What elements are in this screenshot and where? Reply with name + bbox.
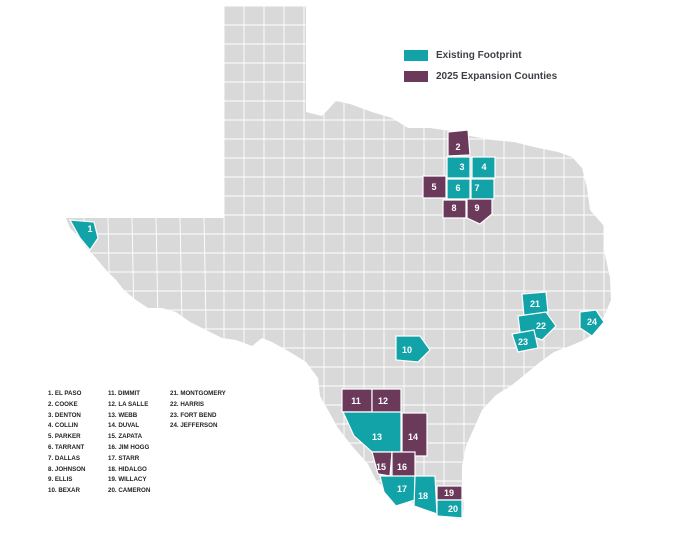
- county-list-item: 20. CAMERON: [108, 487, 151, 495]
- county-list-item: 17. STARR: [108, 454, 140, 462]
- county-14: [401, 412, 428, 457]
- legend-swatch-expansion: [404, 70, 428, 82]
- county-number-label: 4: [481, 162, 486, 172]
- county-21: [521, 291, 549, 317]
- county-number-label: 24: [587, 317, 597, 327]
- county-list-item: 10. BEXAR: [48, 487, 80, 495]
- county-number-label: 1: [87, 224, 92, 234]
- legend-item-expansion: 2025 Expansion Counties: [404, 67, 557, 85]
- county-list-column-3: 21. MONTGOMERY 22. HARRIS 23. FORT BEND …: [170, 389, 226, 432]
- county-number-label: 9: [474, 203, 479, 213]
- county-number-label: 7: [474, 183, 479, 193]
- county-list-item: 18. HIDALGO: [108, 465, 147, 473]
- county-number-label: 5: [431, 182, 436, 192]
- county-24: [579, 309, 605, 337]
- county-number-label: 11: [351, 396, 361, 406]
- county-number-label: 21: [530, 299, 540, 309]
- county-number-label: 23: [518, 337, 528, 347]
- county-number-label: 12: [378, 396, 388, 406]
- county-7: [470, 178, 495, 200]
- county-23: [511, 329, 539, 353]
- county-list-item: 21. MONTGOMERY: [170, 390, 226, 397]
- county-list-item: 7. DALLAS: [48, 454, 80, 462]
- county-list-item: 24. JEFFERSON: [170, 422, 218, 430]
- county-list-item: 9. ELLIS: [48, 476, 73, 484]
- county-list-item: 16. JIM HOGG: [108, 443, 150, 451]
- texas-state-outline: [66, 6, 611, 520]
- county-list-item: 14. DUVAL: [108, 422, 140, 430]
- legend: Existing Footprint 2025 Expansion Counti…: [404, 46, 557, 88]
- county-list-item: 2. COOKE: [48, 400, 78, 408]
- county-list-item: 8. JOHNSON: [48, 465, 86, 473]
- county-list-item: 4. COLLIN: [48, 422, 78, 430]
- county-list-column-2: 11. DIMMIT 12. LA SALLE 13. WEBB 14. DUV…: [108, 389, 150, 497]
- county-list-item: 3. DENTON: [48, 411, 81, 419]
- county-10: [395, 335, 431, 363]
- county-list-item: 12. LA SALLE: [108, 400, 149, 408]
- county-number-label: 20: [448, 504, 458, 514]
- county-list-item: 1. EL PASO: [48, 390, 82, 397]
- county-number-label: 15: [376, 462, 386, 472]
- county-number-label: 10: [402, 345, 412, 355]
- county-number-label: 13: [372, 432, 382, 442]
- county-list-item: 5. PARKER: [48, 433, 81, 441]
- county-number-label: 14: [408, 432, 418, 442]
- county-9: [466, 198, 493, 225]
- county-number-label: 6: [455, 183, 460, 193]
- county-20: [436, 499, 463, 519]
- county-list-item: 23. FORT BEND: [170, 411, 217, 419]
- county-1: [68, 219, 99, 252]
- county-17: [379, 475, 416, 507]
- county-8: [442, 199, 467, 219]
- county-number-label: 16: [397, 462, 407, 472]
- county-number-label: 18: [418, 491, 428, 501]
- county-2: [447, 129, 471, 157]
- county-list-item: 6. TARRANT: [48, 443, 85, 451]
- county-number-label: 17: [397, 484, 407, 494]
- county-list-item: 15. ZAPATA: [108, 433, 143, 441]
- county-3: [446, 156, 471, 179]
- county-list-item: 13. WEBB: [108, 411, 138, 419]
- county-5: [422, 175, 447, 199]
- county-number-label: 2: [455, 142, 460, 152]
- legend-swatch-existing: [404, 49, 428, 61]
- legend-item-existing: Existing Footprint: [404, 46, 557, 64]
- county-number-label: 8: [451, 203, 456, 213]
- county-number-label: 3: [459, 162, 464, 172]
- county-list-item: 22. HARRIS: [170, 400, 205, 408]
- legend-label-expansion: 2025 Expansion Counties: [436, 70, 558, 82]
- county-4: [471, 156, 496, 179]
- county-list-item: 11. DIMMIT: [108, 390, 140, 397]
- highlighted-counties: [68, 129, 605, 519]
- county-list-item: 19. WILLACY: [108, 476, 147, 484]
- county-list-column-1: 1. EL PASO 2. COOKE 3. DENTON 4. COLLIN …: [48, 389, 85, 497]
- legend-label-existing: Existing Footprint: [436, 49, 522, 61]
- county-number-label: 22: [536, 321, 546, 331]
- county-number-label: 19: [444, 488, 454, 498]
